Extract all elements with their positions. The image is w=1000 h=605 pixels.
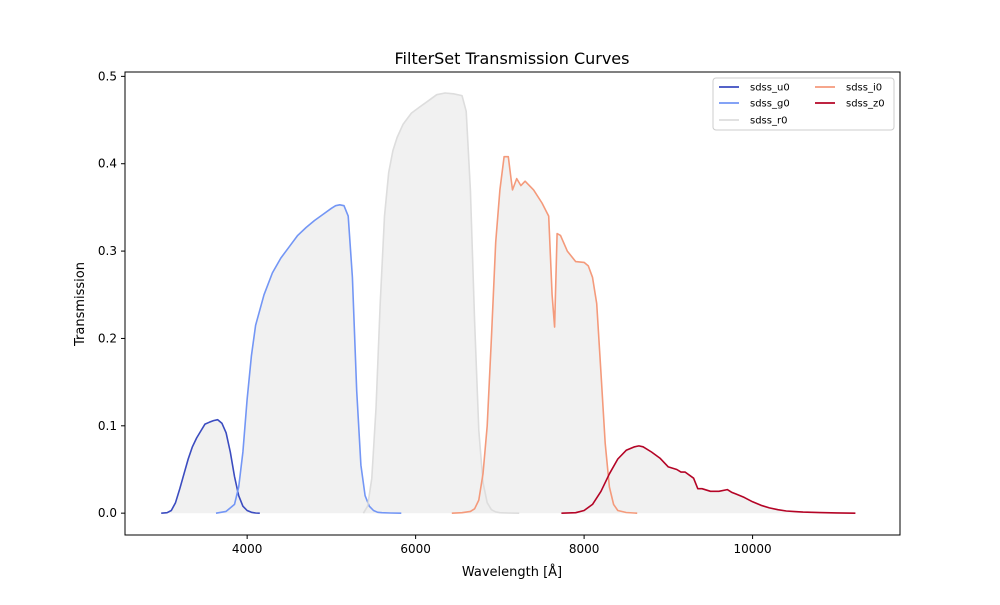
fill-area-sdss_g0 <box>216 204 402 514</box>
x-axis-label: Wavelength [Å] <box>462 564 562 580</box>
fill-area-sdss_r0 <box>363 93 520 514</box>
y-tick-label: 0.5 <box>98 69 117 83</box>
series-line-sdss_i0 <box>451 155 638 514</box>
x-tick-label: 6000 <box>400 542 431 556</box>
curve-lines <box>161 92 856 514</box>
fill-area-sdss_u0 <box>161 419 260 514</box>
y-tick-label: 0.3 <box>98 244 117 258</box>
legend-box <box>712 77 895 131</box>
chart-title: FilterSet Transmission Curves <box>395 49 630 68</box>
plot-frame <box>124 71 901 536</box>
series-line-sdss_r0 <box>362 92 520 514</box>
series-line-sdss_g0 <box>215 204 402 514</box>
legend-label-sdss_g0: sdss_g0 <box>750 99 790 110</box>
fill-area-sdss_i0 <box>451 156 638 514</box>
legend: sdss_u0 sdss_g0 sdss_r0 sdss_i0 sdss_z0 <box>712 77 895 131</box>
series-line-sdss_z0 <box>561 445 856 514</box>
curve-fills <box>161 93 856 514</box>
legend-label-sdss_z0: sdss_z0 <box>846 99 885 110</box>
y-axis-label: Transmission <box>73 262 88 347</box>
legend-label-sdss_u0: sdss_u0 <box>750 83 790 94</box>
y-tick-label: 0.1 <box>98 419 117 433</box>
x-tick-label: 10000 <box>733 542 771 556</box>
y-tick-label: 0.2 <box>98 331 117 345</box>
y-tick-label: 0.4 <box>98 157 117 171</box>
series-line-sdss_u0 <box>161 418 260 514</box>
fill-area-sdss_z0 <box>561 445 856 514</box>
legend-label-sdss_r0: sdss_r0 <box>750 116 787 127</box>
x-axis-ticks: 4000 6000 8000 10000 <box>232 535 772 556</box>
x-tick-label: 4000 <box>232 542 263 556</box>
y-axis-ticks: 0.0 0.1 0.2 0.3 0.4 0.5 <box>98 69 125 520</box>
legend-label-sdss_i0: sdss_i0 <box>846 83 882 94</box>
x-tick-label: 8000 <box>569 542 600 556</box>
y-tick-label: 0.0 <box>98 506 117 520</box>
